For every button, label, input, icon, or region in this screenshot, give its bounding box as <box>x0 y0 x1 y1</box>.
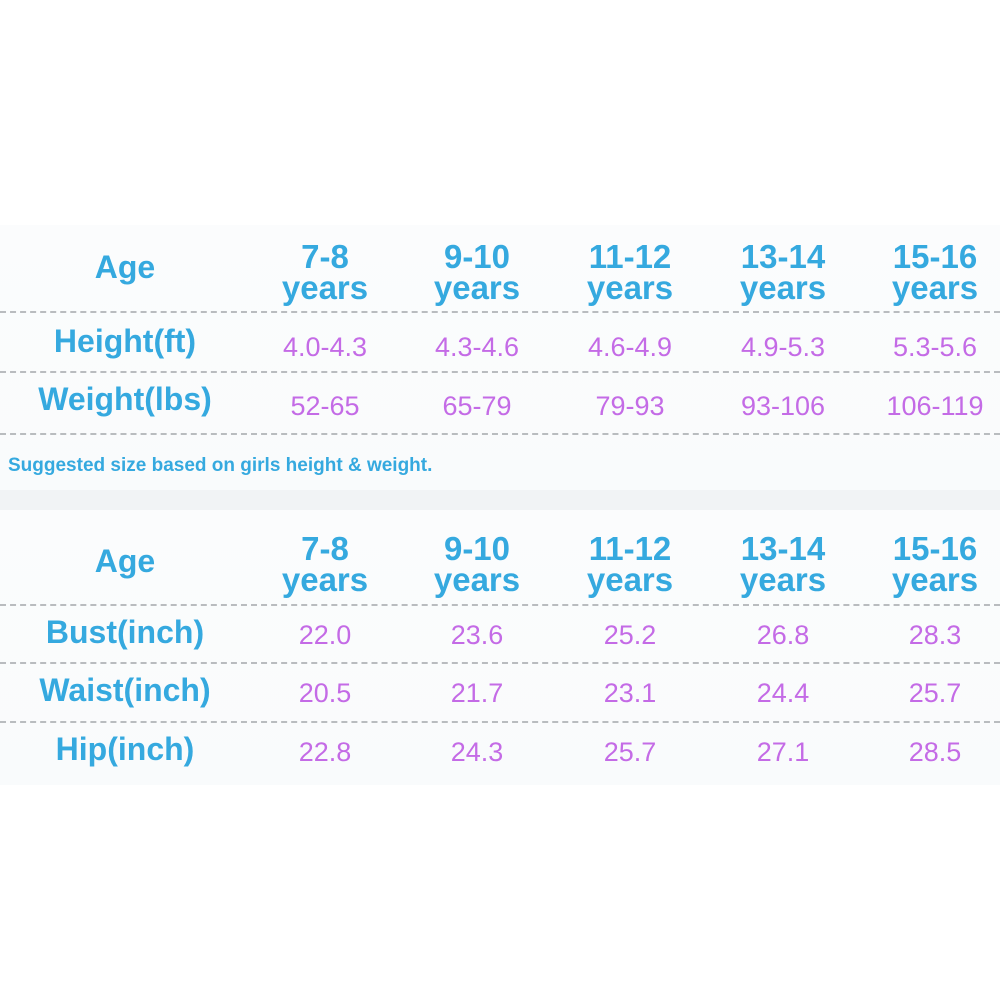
age-unit: years <box>739 269 827 306</box>
row-divider <box>0 721 1000 723</box>
table-cell: 20.5 <box>298 678 352 708</box>
row-label-bust: Bust(inch) <box>45 614 205 650</box>
table-cell: 24.3 <box>450 737 504 767</box>
age-header-label: Age <box>94 249 156 285</box>
age-column-header: 11-12 years <box>555 238 705 306</box>
table-cell: 23.1 <box>603 678 657 708</box>
table-cell: 25.2 <box>603 620 657 650</box>
age-range: 15-16 <box>892 530 978 567</box>
table-2-background <box>0 510 1000 785</box>
age-column-header: 15-16 years <box>860 238 1000 306</box>
table-cell: 28.5 <box>908 737 962 767</box>
table-cell: 25.7 <box>908 678 962 708</box>
table-cell: 23.6 <box>450 620 504 650</box>
row-divider <box>0 311 1000 313</box>
row-divider <box>0 662 1000 664</box>
age-unit: years <box>739 561 827 598</box>
age-unit: years <box>586 561 674 598</box>
size-suggestion-note: Suggested size based on girls height & w… <box>8 455 433 476</box>
age-range: 13-14 <box>740 530 826 567</box>
age-range: 7-8 <box>301 530 349 567</box>
age-range: 7-8 <box>301 238 349 275</box>
age-unit: years <box>891 269 979 306</box>
table-cell: 22.8 <box>298 737 352 767</box>
table-cell: 28.3 <box>908 620 962 650</box>
table-cell: 22.0 <box>298 620 352 650</box>
table-cell: 27.1 <box>756 737 810 767</box>
age-column-header: 11-12 years <box>555 530 705 598</box>
age-range: 13-14 <box>740 238 826 275</box>
table-cell: 25.7 <box>603 737 657 767</box>
age-range: 9-10 <box>443 238 511 275</box>
table-1-background <box>0 225 1000 490</box>
table-cell: 26.8 <box>756 620 810 650</box>
table-cell: 79-93 <box>595 391 665 421</box>
age-range: 9-10 <box>443 530 511 567</box>
table-cell: 4.0-4.3 <box>282 332 368 362</box>
row-divider <box>0 433 1000 435</box>
row-label-weight: Weight(lbs) <box>38 381 212 417</box>
age-range: 11-12 <box>588 238 672 275</box>
age-unit: years <box>281 561 369 598</box>
age-column-header: 15-16 years <box>860 530 1000 598</box>
table-separator-band <box>0 490 1000 510</box>
age-unit: years <box>433 561 521 598</box>
age-unit: years <box>281 269 369 306</box>
age-column-header: 9-10 years <box>402 530 552 598</box>
age-header-label: Age <box>94 543 156 579</box>
table-cell: 4.3-4.6 <box>434 332 520 362</box>
table-cell: 4.6-4.9 <box>587 332 673 362</box>
age-range: 15-16 <box>892 238 978 275</box>
table-cell: 93-106 <box>740 391 826 421</box>
age-unit: years <box>586 269 674 306</box>
table-cell: 5.3-5.6 <box>892 332 978 362</box>
row-label-hip: Hip(inch) <box>55 731 195 767</box>
age-unit: years <box>433 269 521 306</box>
age-column-header: 7-8 years <box>250 238 400 306</box>
row-label-waist: Waist(inch) <box>39 672 211 708</box>
age-column-header: 13-14 years <box>708 530 858 598</box>
table-cell: 106-119 <box>886 391 984 421</box>
age-column-header: 13-14 years <box>708 238 858 306</box>
age-range: 11-12 <box>588 530 672 567</box>
row-divider <box>0 604 1000 606</box>
table-cell: 65-79 <box>442 391 512 421</box>
table-cell: 24.4 <box>756 678 810 708</box>
row-label-height: Height(ft) <box>53 323 197 359</box>
age-column-header: 9-10 years <box>402 238 552 306</box>
row-divider <box>0 371 1000 373</box>
age-column-header: 7-8 years <box>250 530 400 598</box>
table-cell: 4.9-5.3 <box>740 332 826 362</box>
table-cell: 52-65 <box>290 391 360 421</box>
table-cell: 21.7 <box>450 678 504 708</box>
age-unit: years <box>891 561 979 598</box>
